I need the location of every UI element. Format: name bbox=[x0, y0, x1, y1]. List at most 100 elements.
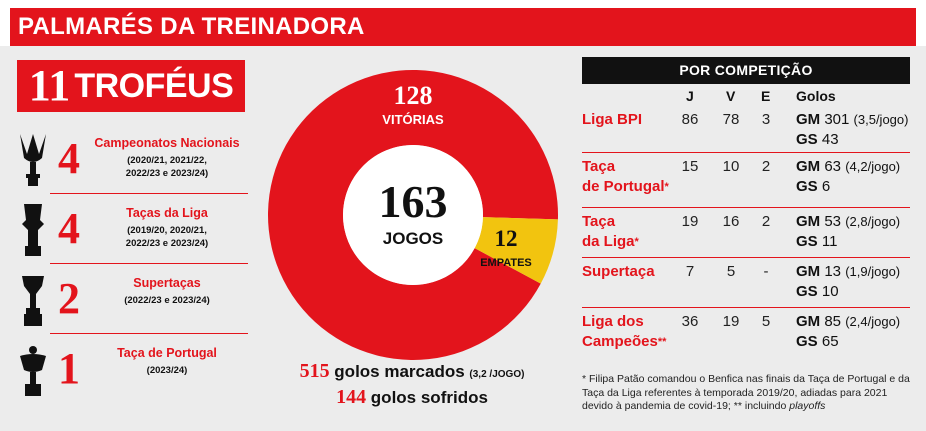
trophy-years: (2020/21, 2021/22, 2022/23 e 2023/24) bbox=[125, 155, 209, 179]
cell-j: 19 bbox=[681, 213, 699, 230]
cell-gs: GS 43 bbox=[796, 130, 839, 150]
competition-table-title: POR COMPETIÇÃO bbox=[582, 57, 910, 84]
gm-label: GM bbox=[796, 213, 821, 230]
cell-gs: GS 6 bbox=[796, 177, 830, 197]
competition-row: Liga dos Campeões** 36 19 5 GM 85 (2,4/jogo)… bbox=[582, 308, 910, 360]
cell-gs: GS 11 bbox=[796, 232, 837, 252]
trophy-years: (2022/23 e 2023/24) bbox=[124, 295, 210, 306]
trophy-count: 4 bbox=[58, 204, 80, 253]
column-header-j: J bbox=[686, 88, 694, 104]
gs-label: GS bbox=[796, 131, 818, 148]
trophy-name: Taças da Liga bbox=[126, 206, 208, 220]
cell-gs: GS 65 bbox=[796, 332, 839, 352]
competition-name-text: Liga BPI bbox=[582, 111, 643, 128]
wins-label: VITÓRIAS bbox=[382, 112, 444, 127]
page-title: PALMARÉS DA TREINADORA bbox=[10, 8, 916, 46]
gm-label: GM bbox=[796, 158, 821, 175]
cell-v: 19 bbox=[722, 313, 740, 330]
cell-v: 5 bbox=[726, 263, 736, 280]
gs-value: 43 bbox=[821, 131, 839, 148]
trophy-name: Supertaças bbox=[133, 276, 201, 290]
gm-value: 85 bbox=[824, 313, 842, 330]
trophy-row-taca-portugal: 1 Taça de Portugal (2023/24) bbox=[10, 336, 248, 404]
footnote-emphasis: playoffs bbox=[789, 400, 826, 412]
trophy-count: 1 bbox=[58, 344, 80, 393]
wins-slice bbox=[268, 70, 558, 360]
goals-scored-avg: (3,2 /JOGO) bbox=[469, 369, 525, 380]
goals-summary: 515 golos marcados (3,2 /JOGO) 144 golos… bbox=[262, 360, 562, 409]
donut-center bbox=[343, 145, 483, 285]
gm-rate: (4,2/jogo) bbox=[845, 159, 901, 174]
cell-v: 78 bbox=[722, 111, 740, 128]
cell-e: 5 bbox=[761, 313, 771, 330]
cell-j: 36 bbox=[681, 313, 699, 330]
cell-j: 15 bbox=[681, 158, 699, 175]
competition-row: Supertaça 7 5- GM 13 (1,9/jogo) GS 10 bbox=[582, 258, 910, 308]
divider bbox=[582, 151, 910, 153]
cell-gm: GM 53 (2,8/jogo) bbox=[796, 212, 900, 232]
goals-scored-line: 515 golos marcados (3,2 /JOGO) bbox=[262, 360, 562, 386]
divider bbox=[582, 306, 910, 308]
trophy-total-label: TROFÉUS bbox=[74, 67, 234, 105]
column-header-e: E bbox=[761, 88, 771, 104]
gs-label: GS bbox=[796, 233, 818, 250]
trophy-name: Campeonatos Nacionais bbox=[94, 136, 240, 150]
cell-gm: GM 63 (4,2/jogo) bbox=[796, 157, 900, 177]
league-trophy-icon bbox=[20, 134, 46, 186]
gm-rate: (1,9/jogo) bbox=[845, 264, 901, 279]
competition-row: Taça da Liga* 19 16 2 GM 53 (2,8/jogo) GS 11 bbox=[582, 208, 910, 258]
divider bbox=[582, 256, 910, 258]
cell-j: 86 bbox=[681, 111, 699, 128]
gm-value: 13 bbox=[824, 263, 842, 280]
competition-name: Taça de Portugal* bbox=[582, 157, 672, 197]
competition-name-text: Taça de Portugal bbox=[582, 158, 665, 195]
trophy-name: Taça de Portugal bbox=[117, 346, 217, 360]
trophy-total-count: 11 bbox=[28, 61, 71, 110]
cell-v: 10 bbox=[722, 158, 740, 175]
goals-conceded-value: 144 bbox=[336, 386, 367, 408]
gm-value: 53 bbox=[824, 213, 842, 230]
cell-gm: GM 301 (3,5/jogo) bbox=[796, 110, 908, 130]
trophy-years: (2019/20, 2020/21, 2022/23 e 2023/24) bbox=[125, 225, 209, 249]
trophy-row-supertacas: 2 Supertaças (2022/23 e 2023/24) bbox=[10, 266, 248, 334]
divider bbox=[50, 262, 248, 264]
cell-gs: GS 10 bbox=[796, 282, 839, 302]
cell-e: 2 bbox=[761, 158, 771, 175]
gm-rate: (2,4/jogo) bbox=[845, 314, 901, 329]
competition-name: Liga dos Campeões** bbox=[582, 312, 672, 352]
supercup-trophy-icon bbox=[22, 276, 44, 326]
goals-conceded-line: 144 golos sofridos bbox=[262, 386, 562, 409]
competition-name: Taça da Liga* bbox=[582, 212, 672, 252]
competition-mark: ** bbox=[657, 336, 667, 348]
divider bbox=[50, 192, 248, 194]
portugal-cup-trophy-icon bbox=[20, 346, 46, 396]
gm-rate: (2,8/jogo) bbox=[845, 214, 901, 229]
trophy-total-badge: 11 TROFÉUS bbox=[17, 60, 245, 112]
trophy-count: 4 bbox=[58, 134, 80, 183]
trophy-row-tacas-liga: 4 Taças da Liga (2019/20, 2020/21, 2022/… bbox=[10, 196, 248, 264]
cell-e: - bbox=[763, 263, 769, 280]
games-donut-chart: 128 VITÓRIAS 163 JOGOS 12 EMPATES bbox=[268, 70, 558, 360]
gm-rate: (3,5/jogo) bbox=[853, 112, 909, 127]
competition-name-text: Taça da Liga bbox=[582, 213, 635, 250]
competition-mark: * bbox=[634, 236, 639, 248]
cell-e: 2 bbox=[761, 213, 771, 230]
draws-slice bbox=[474, 217, 558, 284]
cell-j: 7 bbox=[685, 263, 695, 280]
competition-name: Supertaça bbox=[582, 262, 672, 282]
gs-value: 10 bbox=[821, 283, 839, 300]
total-games-label: JOGOS bbox=[383, 229, 443, 248]
cell-v: 16 bbox=[722, 213, 740, 230]
league-cup-trophy-icon bbox=[22, 204, 44, 256]
gs-value: 6 bbox=[821, 178, 831, 195]
gs-label: GS bbox=[796, 178, 818, 195]
gm-value: 63 bbox=[824, 158, 842, 175]
cell-gm: GM 85 (2,4/jogo) bbox=[796, 312, 900, 332]
competition-row: Liga BPI 86 78 3 GM 301 (3,5/jogo) GS 43 bbox=[582, 106, 910, 153]
footnote-text: * Filipa Patão comandou o Benfica nas fi… bbox=[582, 373, 910, 412]
cell-e: 3 bbox=[761, 111, 771, 128]
wins-value: 128 bbox=[394, 81, 433, 110]
gs-value: 11 bbox=[821, 233, 838, 250]
goals-conceded-label: golos sofridos bbox=[370, 388, 488, 407]
